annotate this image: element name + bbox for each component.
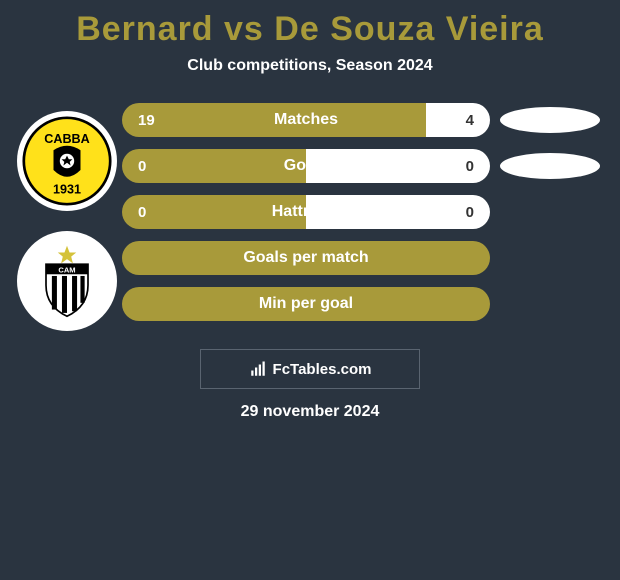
stat-left-value: 19 <box>122 103 426 137</box>
team2-crest-icon: CAM <box>25 239 109 323</box>
stat-ellipse <box>500 153 600 179</box>
stat-right-value: 0 <box>306 195 490 229</box>
team1-crest-icon: CABBA 1931 <box>22 116 112 206</box>
page-title: Bernard vs De Souza Vieira <box>0 10 620 49</box>
stats-column: 194Matches 00Goals 00Hattricks Goals per ma… <box>122 103 608 321</box>
team1-logo: CABBA 1931 <box>17 111 117 211</box>
stat-left-value: 0 <box>122 149 306 183</box>
brand-box: FcTables.com <box>200 349 420 389</box>
brand-text: FcTables.com <box>273 361 372 378</box>
stat-left-value <box>122 241 490 275</box>
stat-left-value <box>122 287 490 321</box>
stat-bar: 00Goals <box>122 149 490 183</box>
stat-bar: 00Hattricks <box>122 195 490 229</box>
stat-left-value: 0 <box>122 195 306 229</box>
stat-row: 194Matches <box>122 103 600 137</box>
stat-right-value: 0 <box>306 149 490 183</box>
stat-bar: Goals per match <box>122 241 490 275</box>
logos-column: CABBA 1931 CAM <box>12 103 122 331</box>
chart-icon <box>249 360 267 378</box>
stat-bar: 194Matches <box>122 103 490 137</box>
stat-ellipse <box>500 107 600 133</box>
svg-text:CAM: CAM <box>58 266 75 275</box>
stat-row: 00Hattricks <box>122 195 600 229</box>
stat-right-value: 4 <box>426 103 490 137</box>
team2-logo: CAM <box>17 231 117 331</box>
comparison-card: Bernard vs De Souza Vieira Club competit… <box>0 0 620 431</box>
stat-row: Min per goal <box>122 287 600 321</box>
stat-row: 00Goals <box>122 149 600 183</box>
subtitle: Club competitions, Season 2024 <box>0 57 620 75</box>
main-row: CABBA 1931 CAM <box>0 103 620 331</box>
svg-text:1931: 1931 <box>53 182 81 196</box>
date-text: 29 november 2024 <box>0 403 620 421</box>
stat-bar: Min per goal <box>122 287 490 321</box>
svg-text:CABBA: CABBA <box>44 132 89 146</box>
stat-row: Goals per match <box>122 241 600 275</box>
